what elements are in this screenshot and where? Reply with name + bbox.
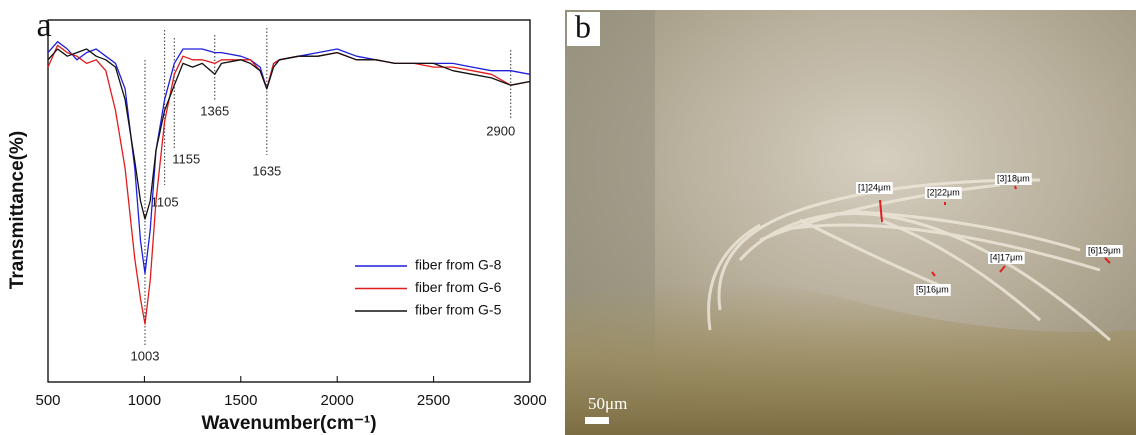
series-line — [48, 42, 530, 274]
peak-label: 2900 — [486, 123, 515, 138]
panel-label: b — [575, 8, 591, 44]
peak-label: 1365 — [200, 103, 229, 118]
x-tick-label: 1000 — [128, 392, 161, 409]
scale-bar-label: 50μm — [588, 394, 627, 413]
peak-label: 1155 — [172, 151, 200, 166]
measure-label: [6]19μm — [1088, 245, 1121, 255]
measure-label: [3]18μm — [997, 173, 1030, 183]
measure-label: [5]16μm — [916, 284, 949, 294]
measure-label: [1]24μm — [858, 182, 891, 192]
x-axis-label: Wavenumber(cm⁻¹) — [201, 413, 376, 434]
measure-label: [4]17μm — [990, 252, 1023, 262]
figure: b 50μm [1]24μm [2]22μm [3]18μm [4]17μm [5]16… — [0, 0, 1136, 435]
peak-label: 1003 — [131, 348, 160, 363]
y-axis-label: Transmittance(%) — [7, 131, 28, 289]
measure-marker — [1015, 186, 1016, 189]
peak-label: 1105 — [151, 194, 179, 209]
x-tick-label: 1500 — [224, 392, 257, 409]
x-tick-label: 2500 — [417, 392, 450, 409]
photo — [565, 10, 1136, 435]
legend-label: fiber from G-5 — [415, 302, 502, 318]
peak-label: 1635 — [252, 163, 281, 178]
x-tick-label: 500 — [35, 392, 60, 409]
measure-label: [2]22μm — [927, 187, 960, 197]
x-tick-label: 3000 — [513, 392, 546, 409]
legend-label: fiber from G-6 — [415, 279, 502, 295]
panel-label: a — [36, 7, 51, 44]
legend-label: fiber from G-8 — [415, 257, 502, 273]
x-tick-label: 2000 — [321, 392, 354, 409]
page: {"chart_data": {"type": "line", "panel_l… — [0, 0, 1136, 435]
